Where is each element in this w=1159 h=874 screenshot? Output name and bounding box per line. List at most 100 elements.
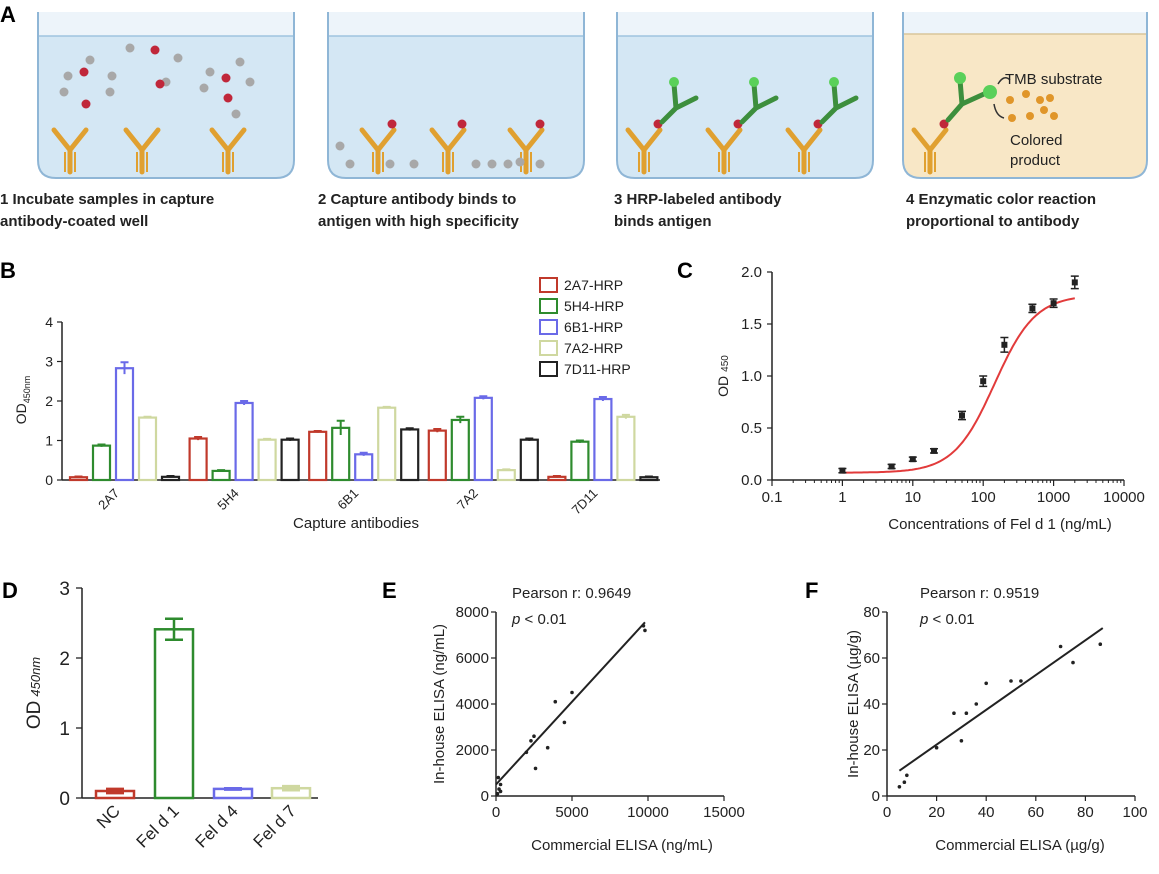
hrp-enzyme-1 bbox=[669, 77, 679, 87]
w3-capture-antibody-3-stem bbox=[798, 152, 810, 172]
c-xtick-label-3: 100 bbox=[971, 489, 996, 506]
b-bar-2A7-5H4-HRP bbox=[91, 444, 112, 482]
b-err-6B1-5H4-HRP bbox=[336, 419, 345, 435]
e-point-10 bbox=[562, 720, 567, 725]
c-point-4 bbox=[959, 412, 966, 419]
washed-antigen-1 bbox=[345, 159, 355, 169]
b-err-5H4-7D11-HRP bbox=[286, 437, 295, 441]
w4-hrp-enzyme-2 bbox=[983, 85, 997, 99]
f-point-5 bbox=[959, 739, 964, 743]
d-xtick-label-Fel d 4: Fel d 4 bbox=[192, 801, 242, 851]
capture-antibody-1 bbox=[51, 127, 89, 175]
d-ytick-label-2: 2 bbox=[59, 649, 70, 670]
tmb-label: TMB substrate bbox=[1005, 71, 1103, 88]
c-ylabel-sub: 450 bbox=[720, 355, 731, 372]
b-err-5H4-7A2-HRP bbox=[263, 437, 272, 441]
b-bar-6B1-5H4-HRP bbox=[331, 426, 351, 482]
c-point-0 bbox=[839, 467, 846, 474]
b-xtick-label-7A2: 7A2 bbox=[454, 486, 481, 513]
f-point-2 bbox=[905, 773, 909, 778]
e-point-0 bbox=[495, 791, 500, 796]
f-point-12 bbox=[1071, 660, 1075, 665]
bound-capture-antibody-2-stem bbox=[442, 152, 454, 172]
well-3 bbox=[616, 12, 874, 179]
f-point-11 bbox=[1058, 644, 1063, 649]
b-err-2A7-7A2-HRP bbox=[143, 415, 152, 419]
w3-capture-antibody-1 bbox=[625, 127, 663, 175]
antigen-grey-10 bbox=[245, 77, 255, 87]
antigen-grey-7 bbox=[205, 67, 215, 77]
f-p-rest: < 0.01 bbox=[928, 611, 974, 628]
product-label-2: product bbox=[1010, 152, 1061, 169]
b-bar-7A2-2A7-HRP bbox=[427, 429, 447, 482]
d-ylabel: OD450nm bbox=[24, 657, 45, 729]
e-ytick-label-4: 8000 bbox=[456, 604, 489, 621]
b-err-7D11-6B1-HRP bbox=[598, 396, 607, 401]
b-ytick-label-3: 3 bbox=[45, 354, 53, 370]
e-xtick-label-2: 10000 bbox=[627, 804, 669, 821]
e-point-13 bbox=[641, 624, 646, 628]
colored-product-2 bbox=[1036, 96, 1044, 104]
d-err-NC bbox=[106, 787, 124, 795]
antigen-grey-3 bbox=[107, 71, 117, 81]
colored-product-7 bbox=[1050, 112, 1058, 120]
panel-label-e: E bbox=[382, 578, 397, 603]
b-legend-label-2: 6B1-HRP bbox=[564, 319, 623, 335]
e-point-7 bbox=[533, 766, 538, 771]
hrp-antibody-3 bbox=[819, 81, 859, 125]
e-point-3 bbox=[496, 775, 501, 780]
b-bar-6B1-2A7-HRP bbox=[308, 430, 328, 482]
colored-product-5 bbox=[1040, 106, 1048, 114]
b-xlabel: Capture antibodies bbox=[293, 515, 419, 532]
w3-capture-antibody-3-arm bbox=[785, 127, 823, 175]
b-ytick-label-4: 4 bbox=[45, 314, 53, 330]
c-ytick-label-1: 0.5 bbox=[741, 420, 762, 437]
w4-capture-antibody bbox=[911, 127, 949, 175]
b-err-7D11-2A7-HRP bbox=[552, 475, 561, 478]
f-ytick-label-1: 20 bbox=[863, 742, 880, 759]
d-xtick-label-NC: NC bbox=[93, 801, 124, 832]
well-1 bbox=[37, 12, 295, 179]
bound-capture-antibody-2-arm bbox=[429, 127, 467, 175]
c-xtick-label-2: 10 bbox=[904, 489, 921, 506]
step-4-caption-1: 4 Enzymatic color reaction bbox=[906, 191, 1096, 208]
f-point-9 bbox=[1009, 679, 1013, 683]
e-fit-line bbox=[495, 621, 646, 786]
b-bar-7A2-7A2-HRP bbox=[496, 469, 516, 482]
well-2 bbox=[327, 12, 585, 179]
f-xtick-label-5: 100 bbox=[1122, 804, 1147, 821]
e-point-5 bbox=[529, 739, 533, 743]
e-ytick-label-3: 6000 bbox=[456, 650, 489, 667]
f-p: p bbox=[919, 611, 928, 628]
antigen-grey-11 bbox=[231, 109, 241, 119]
e-ylabel: In-house ELISA (ng/mL) bbox=[431, 624, 448, 784]
f-annotation: Pearson r: 0.9519 bbox=[920, 585, 1039, 602]
f-xtick-label-1: 20 bbox=[928, 804, 945, 821]
f-xtick-label-4: 80 bbox=[1077, 804, 1094, 821]
washed-antigen-5 bbox=[487, 159, 497, 169]
step-4-caption-2: proportional to antibody bbox=[906, 213, 1080, 230]
washed-antigen-8 bbox=[535, 159, 545, 169]
bound-capture-antibody-1-stem bbox=[372, 152, 384, 172]
e-ytick-label-1: 2000 bbox=[456, 742, 489, 759]
e-point-2 bbox=[498, 782, 503, 787]
c-point-9 bbox=[1071, 279, 1078, 286]
b-ylabel: OD450nm bbox=[13, 376, 32, 425]
colored-product-6 bbox=[1046, 94, 1054, 102]
f-xtick-label-0: 0 bbox=[883, 804, 891, 821]
f-pvalue: p < 0.01 bbox=[919, 611, 975, 628]
antigen-red-4 bbox=[221, 73, 231, 83]
bound-antigen-1 bbox=[387, 119, 397, 129]
f-point-6 bbox=[964, 711, 969, 715]
e-p: p bbox=[511, 611, 520, 628]
washed-antigen-0 bbox=[335, 141, 345, 151]
e-point-6 bbox=[532, 734, 536, 738]
capture-antibody-3-arm bbox=[209, 127, 247, 175]
e-point-11 bbox=[570, 690, 574, 695]
b-bar-7A2-6B1-HRP bbox=[473, 396, 493, 482]
product-arrow bbox=[993, 103, 1005, 119]
c-xtick-label-5: 10000 bbox=[1103, 489, 1145, 506]
b-legend-label-1: 5H4-HRP bbox=[564, 298, 624, 314]
antigen-grey-5 bbox=[125, 43, 135, 53]
d-ytick-label-3: 3 bbox=[59, 579, 70, 600]
